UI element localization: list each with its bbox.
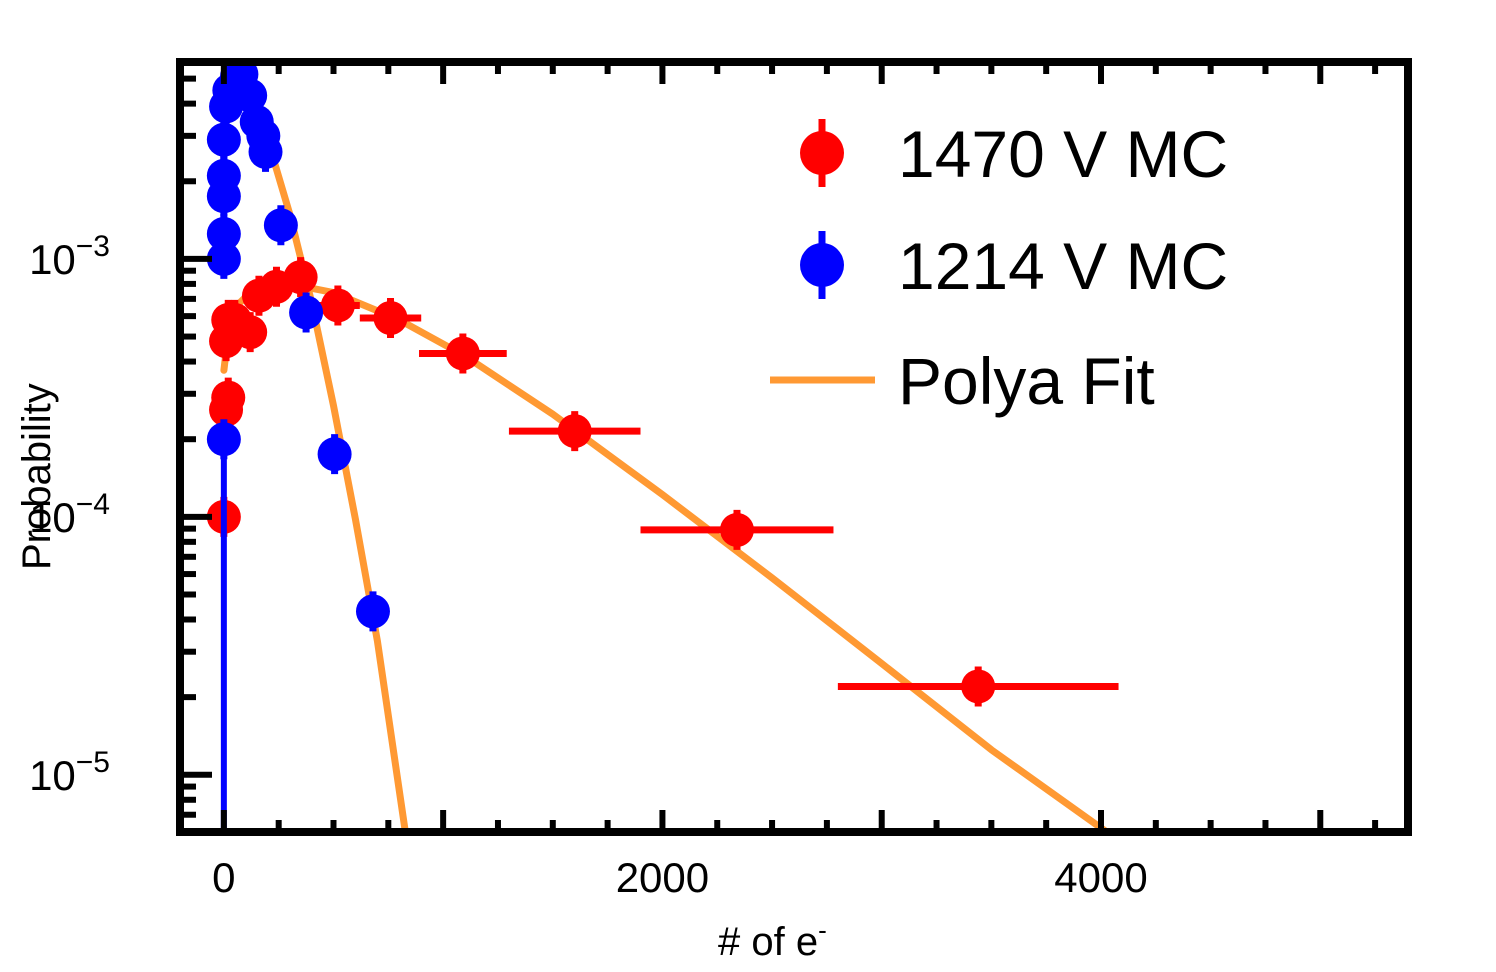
marker bbox=[263, 208, 298, 243]
data-point bbox=[248, 131, 283, 172]
marker bbox=[719, 512, 754, 547]
marker bbox=[283, 260, 318, 295]
legend-label: 1470 V MC bbox=[898, 117, 1228, 191]
legend-entry: 1470 V MC bbox=[800, 117, 1228, 191]
data-point bbox=[315, 285, 360, 326]
legend: 1470 V MC 1214 V MC Polya Fit bbox=[770, 117, 1228, 418]
marker bbox=[445, 336, 480, 371]
data-point bbox=[211, 377, 246, 418]
x-tick-label: 4000 bbox=[1054, 854, 1147, 901]
x-axis-ticks: 0 2000 4000 bbox=[212, 62, 1379, 901]
y-axis-ticks: 10−5 10−4 10−3 bbox=[29, 75, 212, 835]
marker bbox=[211, 380, 246, 415]
x-axis-title: # of e- bbox=[718, 915, 827, 964]
data-point bbox=[640, 509, 834, 550]
marker bbox=[206, 122, 241, 157]
marker bbox=[206, 158, 241, 193]
data-point bbox=[206, 213, 241, 254]
data-point bbox=[508, 411, 641, 452]
data-point bbox=[233, 312, 268, 353]
marker bbox=[289, 295, 324, 330]
marker bbox=[206, 216, 241, 251]
axes: 0 2000 4000 10−5 10−4 10−3 bbox=[29, 58, 1412, 901]
data-points bbox=[206, 62, 1119, 832]
x-tick-label: 0 bbox=[212, 854, 235, 901]
data-point bbox=[283, 257, 318, 298]
data-point bbox=[289, 292, 324, 333]
data-point bbox=[419, 333, 507, 374]
data-point bbox=[317, 434, 352, 475]
y-axis-title: Probability bbox=[15, 383, 59, 570]
fit-curve-0 bbox=[220, 70, 409, 832]
x-tick-label: 2000 bbox=[616, 854, 709, 901]
marker bbox=[317, 437, 352, 472]
legend-label: 1214 V MC bbox=[898, 229, 1228, 303]
data-point bbox=[206, 155, 241, 196]
plot-frame bbox=[176, 58, 1412, 836]
marker bbox=[557, 414, 592, 449]
y-tick-label: 10−5 bbox=[29, 746, 110, 799]
marker bbox=[248, 134, 283, 169]
legend-label: Polya Fit bbox=[898, 344, 1155, 418]
marker bbox=[233, 315, 268, 350]
data-point bbox=[837, 666, 1119, 707]
data-point bbox=[263, 205, 298, 246]
legend-marker bbox=[800, 131, 844, 175]
marker bbox=[206, 241, 241, 276]
marker bbox=[961, 669, 996, 704]
y-tick-label: 10−3 bbox=[29, 230, 110, 283]
marker bbox=[373, 301, 408, 336]
marker bbox=[355, 594, 390, 629]
marker bbox=[320, 288, 355, 323]
legend-marker bbox=[800, 243, 844, 287]
data-point bbox=[359, 298, 422, 339]
legend-entry: Polya Fit bbox=[770, 344, 1155, 418]
legend-entry: 1214 V MC bbox=[800, 229, 1228, 303]
data-point bbox=[355, 591, 390, 632]
y-tick-label: 10−4 bbox=[29, 488, 110, 541]
data-point bbox=[259, 266, 294, 307]
